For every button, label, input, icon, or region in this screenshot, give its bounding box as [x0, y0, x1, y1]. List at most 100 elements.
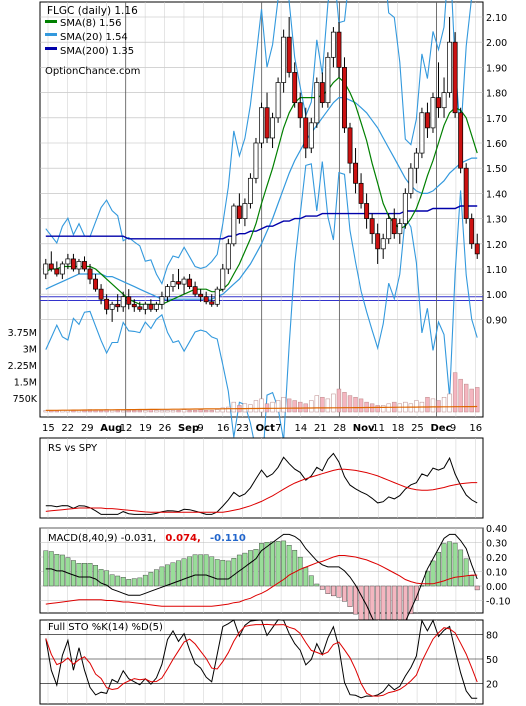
volume-bar [298, 401, 303, 413]
volume-bar [132, 410, 137, 413]
sto-grid [40, 620, 483, 704]
macd-histogram-bar [43, 550, 49, 587]
macd-histogram-bar [148, 572, 154, 587]
macd-histogram-bar [353, 585, 358, 615]
legend-sma200: SMA(200) 1.35 [60, 46, 134, 57]
volume-bar [452, 372, 458, 413]
macd-histogram-bar [469, 575, 475, 587]
volume-bar [375, 405, 380, 413]
macd-histogram-bar [153, 569, 159, 587]
sto-lines [45, 619, 478, 699]
macd-histogram-bar [170, 562, 176, 587]
price-tick-label: 1.10 [486, 265, 507, 276]
candle-body [342, 67, 347, 129]
x-tick-label: Aug [100, 423, 122, 434]
volume-bar [121, 410, 126, 413]
volume-bar [469, 388, 474, 413]
price-tick-label: 1.20 [486, 240, 507, 251]
candle-body [419, 112, 425, 154]
candle-body [115, 303, 121, 308]
macd-histogram-bar [192, 554, 198, 587]
x-tick-label: Sep [178, 423, 199, 434]
candle-body [314, 82, 320, 124]
volume-bar [281, 396, 286, 413]
candle-body [120, 296, 126, 308]
candle-body [391, 218, 397, 235]
x-tick-label: 25 [411, 423, 424, 434]
candle-body [159, 296, 165, 305]
x-tick-label: 19 [139, 423, 152, 434]
macd-histogram-bar [98, 569, 104, 587]
candle-body [436, 97, 441, 109]
volume-bar [397, 403, 402, 413]
legend-swatch-sma8 [45, 20, 57, 23]
x-tick-label: 28 [333, 423, 346, 434]
macd-histogram-bar [231, 558, 237, 587]
macd-histogram-bar [342, 585, 347, 602]
candle-body [170, 281, 176, 287]
macd-histogram-bar [347, 585, 353, 607]
upper-band [45, 0, 472, 286]
rs-lines [45, 452, 478, 515]
macd-histogram-bar [419, 585, 425, 587]
candle-body [43, 263, 49, 275]
candle-body [131, 303, 137, 308]
macd-histogram-bar [292, 549, 298, 587]
volume-axis-labels: 3.75M 3M 2.25M 1.5M 750K [8, 328, 38, 405]
macd-histogram-bar [104, 570, 110, 587]
candle-body [181, 278, 187, 285]
macd-histogram-bar [275, 541, 281, 587]
macd-histogram-bar [165, 564, 170, 587]
candle-body [402, 193, 408, 224]
volume-bar [463, 383, 469, 413]
candle-body [270, 117, 276, 139]
macd-histogram-bar [220, 559, 226, 587]
candle-body [93, 278, 99, 290]
macd-histogram-bar [463, 558, 469, 587]
candle-body [165, 286, 170, 298]
macd-histogram-bar [209, 556, 215, 587]
volume-bar [93, 410, 98, 413]
volume-bar [198, 409, 203, 413]
volume-bars [43, 372, 480, 413]
sto-label: Full STO %K(14) %D(5) [48, 622, 163, 633]
macd-histogram-bar [452, 542, 458, 587]
candle-body [242, 203, 248, 219]
volume-bar [253, 400, 259, 413]
macd-tick-label: 0.20 [486, 553, 507, 564]
volume-bar [414, 400, 419, 413]
volume-bar [408, 403, 414, 413]
candle-body [336, 31, 342, 68]
legend: FLGC (daily) 1.16 SMA(8) 1.56 SMA(20) 1.… [45, 5, 140, 77]
volume-tick-label: 750K [13, 394, 38, 405]
volume-bar [187, 410, 192, 413]
rs-line [45, 452, 478, 515]
candle-body [458, 112, 464, 169]
macd-axis-labels: 0.40 0.30 0.20 0.10 0.00 -0.10 [486, 524, 511, 608]
candle-body [104, 298, 110, 310]
candle-body [220, 268, 226, 290]
candle-body [375, 233, 381, 250]
volume-bar [275, 400, 281, 413]
macd-histogram-bar [131, 578, 137, 587]
x-tick-label: 14 [295, 423, 308, 434]
candle-body [54, 268, 60, 275]
candle-body [192, 286, 198, 295]
volume-bar [353, 396, 358, 413]
candle-body [236, 205, 242, 219]
candle-body [358, 182, 364, 204]
candle-body [413, 152, 419, 169]
x-tick-label: 16 [217, 423, 230, 434]
macd-histogram-bar [430, 560, 436, 587]
volume-bar [458, 378, 463, 413]
candle-body [59, 263, 65, 275]
volume-bar [98, 410, 104, 413]
volume-bar [165, 410, 170, 413]
x-tick-label: Dec [430, 423, 451, 434]
volume-bar [381, 405, 386, 413]
x-tick-label: 9 [450, 423, 456, 434]
macd-histogram-bar [109, 574, 115, 587]
rs-label: RS vs SPY [48, 443, 98, 454]
